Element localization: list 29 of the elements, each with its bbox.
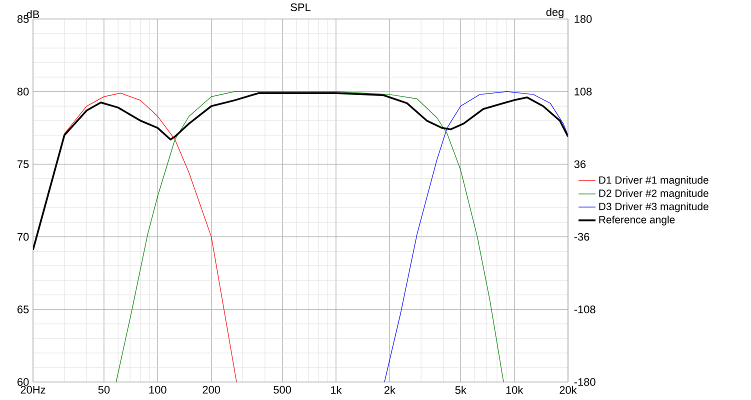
x-tick-label: 20k xyxy=(560,386,577,394)
x-tick-label: 2k xyxy=(384,386,396,394)
y-tick-label: 65 xyxy=(18,306,29,314)
y-tick-label: 80 xyxy=(17,88,29,96)
x-tick-label: 100 xyxy=(149,386,166,394)
x-tick-label: 50 xyxy=(98,386,110,394)
y2-tick-label: -180 xyxy=(574,378,596,386)
y2-tick-label: -36 xyxy=(574,232,590,241)
chart-title: SPL xyxy=(290,3,311,12)
legend-label: Reference angle xyxy=(599,216,675,226)
y-tick-label: 85 xyxy=(17,15,29,23)
x-tick-label: 20Hz xyxy=(20,386,46,394)
x-tick-label: 10k xyxy=(506,386,524,394)
legend-label: D1 Driver #1 magnitude xyxy=(599,176,708,186)
x-tick-label: 200 xyxy=(202,386,220,394)
y-axis-title: dB xyxy=(26,10,40,18)
y2-tick-label: -108 xyxy=(574,306,596,314)
x-tick-label: 5k xyxy=(455,386,466,394)
y2-tick-label: 108 xyxy=(574,88,592,96)
y2-axis-title: deg xyxy=(546,8,564,18)
legend-label: D3 Driver #3 magnitude xyxy=(599,202,708,212)
y-tick-label: 70 xyxy=(18,232,29,241)
y2-tick-label: 36 xyxy=(574,160,586,168)
legend-label: D2 Driver #2 magnitude xyxy=(599,189,708,200)
x-tick-label: 500 xyxy=(274,386,292,394)
y-tick-label: 75 xyxy=(18,160,29,168)
x-tick-label: 1k xyxy=(331,386,342,394)
y2-tick-label: 180 xyxy=(574,15,592,23)
y-tick-label: 60 xyxy=(18,378,29,386)
